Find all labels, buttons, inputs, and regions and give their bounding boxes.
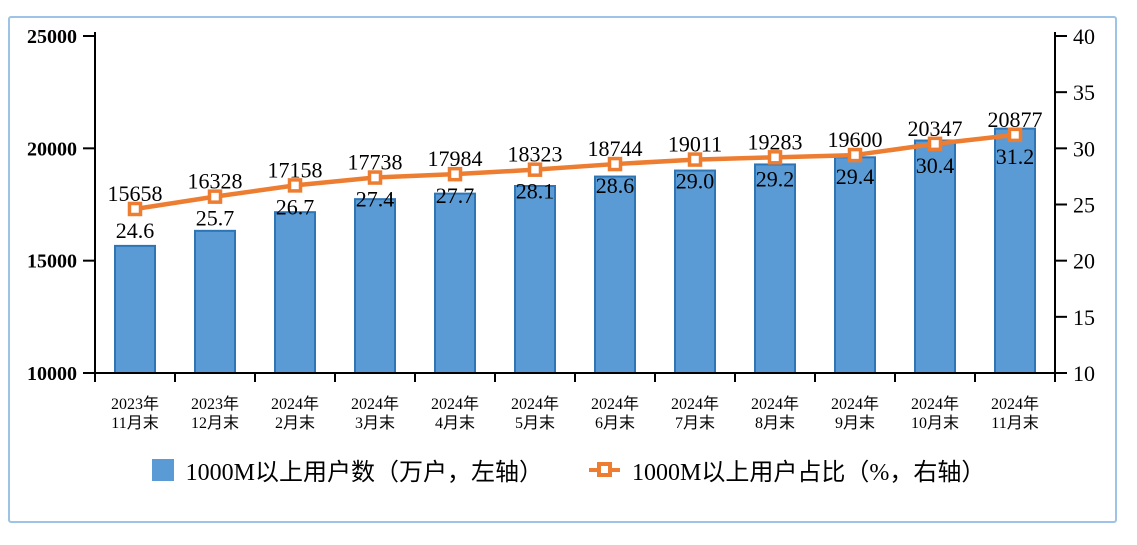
bar bbox=[754, 163, 796, 374]
line-percent-label: 27.4 bbox=[356, 187, 395, 212]
right-axis-tick-label: 30 bbox=[1073, 136, 1095, 161]
line-marker bbox=[927, 136, 943, 152]
bar-value-label: 19600 bbox=[828, 127, 883, 152]
bar bbox=[914, 139, 956, 374]
x-axis-category-label-line2: 7月末 bbox=[675, 414, 715, 432]
x-axis-category-label-line1: 2024年 bbox=[351, 395, 399, 413]
line-percent-label: 25.7 bbox=[196, 206, 235, 231]
line-percent-label: 27.7 bbox=[436, 183, 475, 208]
legend-dash-left bbox=[589, 467, 597, 472]
bar-value-label: 19011 bbox=[668, 132, 722, 157]
bar bbox=[274, 211, 316, 374]
line-marker bbox=[447, 166, 463, 182]
legend: 1000M以上用户数（万户，左轴） 1000M以上用户占比（%，右轴） bbox=[0, 452, 1137, 487]
line-marker bbox=[687, 152, 703, 167]
x-axis-category-label-line2: 5月末 bbox=[515, 414, 555, 432]
right-axis-tick-label: 15 bbox=[1073, 305, 1095, 330]
x-axis-category-label-line2: 8月末 bbox=[755, 414, 795, 432]
line-series-marker-icon bbox=[589, 462, 620, 477]
left-axis-tick-label: 15000 bbox=[27, 251, 77, 273]
legend-label-bar-series: 1000M以上用户数（万户，左轴） bbox=[185, 460, 543, 486]
x-axis-category-label-line2: 3月末 bbox=[355, 414, 395, 432]
x-axis-category-label-line2: 9月末 bbox=[835, 414, 875, 432]
line-percent-label: 30.4 bbox=[916, 153, 955, 178]
line-marker bbox=[367, 170, 383, 185]
bar-value-label: 16328 bbox=[188, 169, 243, 194]
line-percent-label: 29.0 bbox=[676, 169, 715, 194]
line-marker bbox=[847, 147, 863, 163]
x-axis-category-label-line1: 2024年 bbox=[751, 395, 799, 413]
line-marker bbox=[767, 150, 783, 165]
bar-value-label: 18323 bbox=[508, 142, 563, 167]
x-axis-category-label-line1: 2024年 bbox=[831, 395, 879, 413]
x-axis-category-label-line2: 11月末 bbox=[991, 414, 1038, 432]
legend-label-line-series: 1000M以上用户占比（%，右轴） bbox=[632, 460, 986, 486]
left-axis-tick-label: 20000 bbox=[27, 138, 77, 160]
line-series bbox=[132, 132, 1018, 212]
line-percent-label: 29.2 bbox=[756, 166, 795, 191]
bar bbox=[594, 175, 636, 374]
bar-value-label: 17738 bbox=[348, 150, 403, 175]
right-axis-tick-label: 35 bbox=[1073, 80, 1095, 105]
line-percent-label: 26.7 bbox=[276, 194, 315, 219]
x-axis-category-label-line2: 4月末 bbox=[435, 414, 475, 432]
bar-value-label: 17984 bbox=[428, 146, 483, 171]
x-axis-category-label-line1: 2024年 bbox=[431, 395, 479, 413]
bar-value-label: 20347 bbox=[908, 116, 963, 141]
legend-square-marker bbox=[597, 462, 612, 477]
x-axis-category-label-line2: 10月末 bbox=[911, 414, 959, 432]
line-marker bbox=[1007, 127, 1023, 143]
bar-value-label: 20877 bbox=[988, 107, 1043, 132]
x-axis-category-label-line2: 2月末 bbox=[275, 414, 315, 432]
bar-value-label: 15658 bbox=[108, 181, 163, 206]
bar bbox=[114, 244, 156, 375]
x-axis-category-label-line2: 12月末 bbox=[191, 414, 239, 432]
x-axis-category-label-line2: 11月末 bbox=[111, 414, 158, 432]
bar bbox=[674, 169, 716, 374]
bar bbox=[514, 185, 556, 374]
bar bbox=[354, 198, 396, 374]
line-percent-label: 28.1 bbox=[516, 179, 555, 204]
left-axis-tick-label: 25000 bbox=[27, 26, 77, 48]
legend-item-bar-series: 1000M以上用户数（万户，左轴） bbox=[151, 452, 543, 487]
line-marker bbox=[127, 201, 143, 217]
x-axis-category-label-line1: 2024年 bbox=[511, 395, 559, 413]
line-percent-label: 31.2 bbox=[996, 144, 1035, 169]
right-axis-tick-label: 25 bbox=[1073, 193, 1095, 218]
right-axis-tick-label: 20 bbox=[1073, 249, 1095, 274]
x-axis-category-label-line1: 2024年 bbox=[671, 395, 719, 413]
legend-item-line-series: 1000M以上用户占比（%，右轴） bbox=[589, 452, 985, 487]
line-percent-label: 28.6 bbox=[596, 173, 635, 198]
x-axis-category-label-line1: 2024年 bbox=[911, 395, 959, 413]
line-marker bbox=[287, 178, 303, 193]
bar-value-label: 19283 bbox=[748, 129, 803, 154]
bar-value-label: 18744 bbox=[588, 136, 643, 161]
bar bbox=[194, 229, 236, 374]
line-marker bbox=[607, 156, 623, 172]
line-marker bbox=[207, 189, 223, 204]
x-axis-category-label-line2: 6月末 bbox=[595, 414, 635, 432]
right-axis-tick-label: 10 bbox=[1073, 361, 1095, 386]
x-axis-category-label-line1: 2024年 bbox=[271, 395, 319, 413]
line-marker bbox=[527, 162, 543, 177]
right-axis-tick-label: 40 bbox=[1073, 24, 1095, 49]
line-percent-label: 24.6 bbox=[116, 218, 155, 243]
left-axis-tick-label: 10000 bbox=[27, 363, 77, 385]
bar bbox=[434, 192, 476, 374]
bar bbox=[834, 156, 876, 374]
line-percent-label: 29.4 bbox=[836, 164, 875, 189]
x-axis-category-label-line1: 2023年 bbox=[191, 395, 239, 413]
x-axis-category-label-line1: 2024年 bbox=[991, 395, 1039, 413]
bar-series-swatch-icon bbox=[151, 458, 174, 481]
bar-value-label: 17158 bbox=[268, 157, 323, 182]
x-axis-category-label-line1: 2023年 bbox=[111, 395, 159, 413]
legend-dash-right bbox=[612, 467, 620, 472]
x-axis-category-label-line1: 2024年 bbox=[591, 395, 639, 413]
